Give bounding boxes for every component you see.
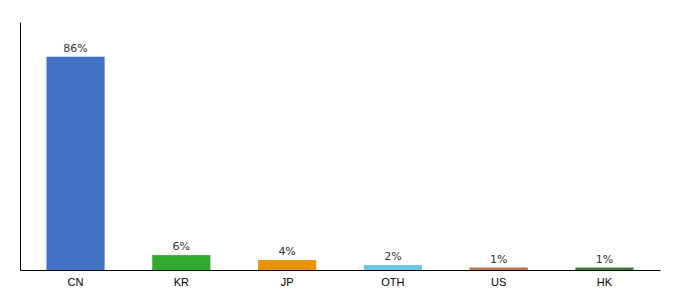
bar [364,265,422,270]
data-label: 6% [173,240,190,253]
x-tick: CN [68,276,84,288]
bars [46,57,633,270]
x-tick-label: OTH [381,276,404,288]
bar [575,268,633,270]
data-label: 2% [384,250,401,263]
data-labels: 86% 6% 4% 2% 1% 1% [63,42,613,266]
bar [46,57,104,270]
data-label: 86% [63,42,87,55]
x-tick: KR [174,276,189,288]
x-tick-label: HK [597,276,613,288]
chart-container: 86% 6% 4% 2% 1% 1% CN KR JP OTH US HK [0,0,680,300]
y-axis [20,23,21,271]
x-tick-label: CN [68,276,84,288]
bar [258,260,316,270]
plot: 86% 6% 4% 2% 1% 1% CN KR JP OTH US HK [21,23,661,288]
x-axis: CN KR JP OTH US HK [21,271,661,288]
bar [152,255,210,270]
data-label: 1% [490,253,507,266]
chart-svg: 86% 6% 4% 2% 1% 1% CN KR JP OTH US HK [0,0,680,300]
x-tick: HK [597,276,613,288]
bar [470,268,528,270]
x-tick: US [491,276,506,288]
x-tick: OTH [381,276,404,288]
x-tick-label: KR [174,276,189,288]
x-axis-line [21,270,661,271]
data-label: 4% [278,245,295,258]
x-tick-label: JP [281,276,294,288]
x-tick: JP [281,276,294,288]
x-tick-label: US [491,276,506,288]
data-label: 1% [596,253,613,266]
y-axis-line [20,23,21,271]
